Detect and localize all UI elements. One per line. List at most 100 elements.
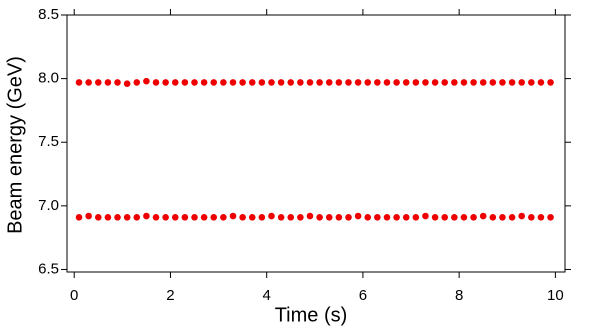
y-tick-label: 7.5 — [38, 133, 59, 150]
point — [75, 213, 83, 221]
y-tick-label: 6.5 — [38, 260, 59, 277]
point — [460, 79, 468, 86]
x-tick-label: 4 — [263, 287, 271, 304]
point — [258, 213, 266, 221]
point — [297, 213, 304, 221]
point — [229, 212, 237, 220]
point — [508, 79, 516, 86]
point — [133, 213, 141, 221]
point — [489, 79, 497, 86]
point — [200, 213, 208, 221]
point — [547, 79, 554, 86]
point — [508, 213, 516, 221]
point — [287, 213, 295, 221]
point — [325, 213, 333, 221]
point — [451, 79, 458, 86]
point — [422, 79, 429, 86]
point — [94, 213, 102, 221]
point — [364, 213, 372, 221]
point — [123, 213, 131, 221]
point — [229, 79, 237, 86]
point — [354, 79, 362, 86]
point — [191, 213, 198, 221]
point — [431, 79, 439, 86]
point — [104, 213, 112, 221]
y-axis-label: Beam energy (GeV) — [4, 56, 26, 234]
point — [220, 79, 227, 86]
point — [441, 213, 449, 221]
point — [152, 213, 160, 221]
point — [316, 79, 323, 86]
point — [518, 79, 525, 86]
point — [499, 213, 506, 221]
point — [297, 79, 304, 86]
point — [94, 79, 102, 86]
point — [104, 79, 112, 86]
point — [460, 213, 468, 221]
y-tick-label: 8.0 — [38, 70, 59, 87]
point — [537, 79, 545, 86]
point — [210, 79, 218, 86]
point — [75, 79, 83, 86]
point — [114, 213, 121, 221]
point — [123, 80, 131, 88]
point — [287, 79, 295, 86]
point — [268, 79, 275, 86]
point — [402, 213, 410, 221]
point — [133, 79, 141, 86]
point — [374, 79, 381, 86]
point — [335, 213, 343, 221]
point — [528, 79, 535, 86]
point — [248, 79, 256, 86]
plot-frame — [66, 14, 566, 273]
point — [248, 213, 256, 221]
point — [479, 79, 487, 86]
point — [325, 79, 333, 86]
point — [143, 212, 150, 220]
point — [431, 213, 439, 221]
point — [489, 213, 497, 221]
point — [364, 79, 372, 86]
point — [547, 213, 554, 221]
point — [85, 212, 92, 220]
point — [354, 212, 362, 220]
point — [277, 213, 285, 221]
point — [85, 79, 92, 86]
point — [470, 79, 477, 86]
x-tick-label: 6 — [359, 287, 367, 304]
y-tick-label: 8.5 — [38, 6, 59, 23]
point — [422, 212, 429, 220]
point — [402, 79, 410, 86]
point — [171, 213, 179, 221]
x-tick-label: 2 — [166, 287, 174, 304]
point — [239, 79, 246, 86]
point — [152, 79, 160, 86]
point — [393, 213, 400, 221]
point — [393, 79, 400, 86]
point — [258, 79, 266, 86]
point — [518, 212, 525, 220]
point — [537, 213, 545, 221]
point — [383, 79, 391, 86]
point — [412, 213, 420, 221]
x-tick-label: 10 — [547, 287, 564, 304]
point — [143, 77, 150, 85]
x-axis-label: Time (s) — [275, 304, 348, 326]
point — [268, 212, 275, 220]
point — [171, 79, 179, 86]
point — [499, 79, 506, 86]
point — [316, 213, 323, 221]
point — [528, 213, 535, 221]
point — [451, 213, 458, 221]
point — [441, 79, 449, 86]
point — [470, 213, 477, 221]
y-tick-label: 7.0 — [38, 197, 59, 214]
point — [200, 79, 208, 86]
point — [383, 213, 391, 221]
point — [114, 79, 121, 86]
point — [306, 79, 314, 86]
point — [239, 213, 246, 221]
point — [181, 79, 189, 86]
